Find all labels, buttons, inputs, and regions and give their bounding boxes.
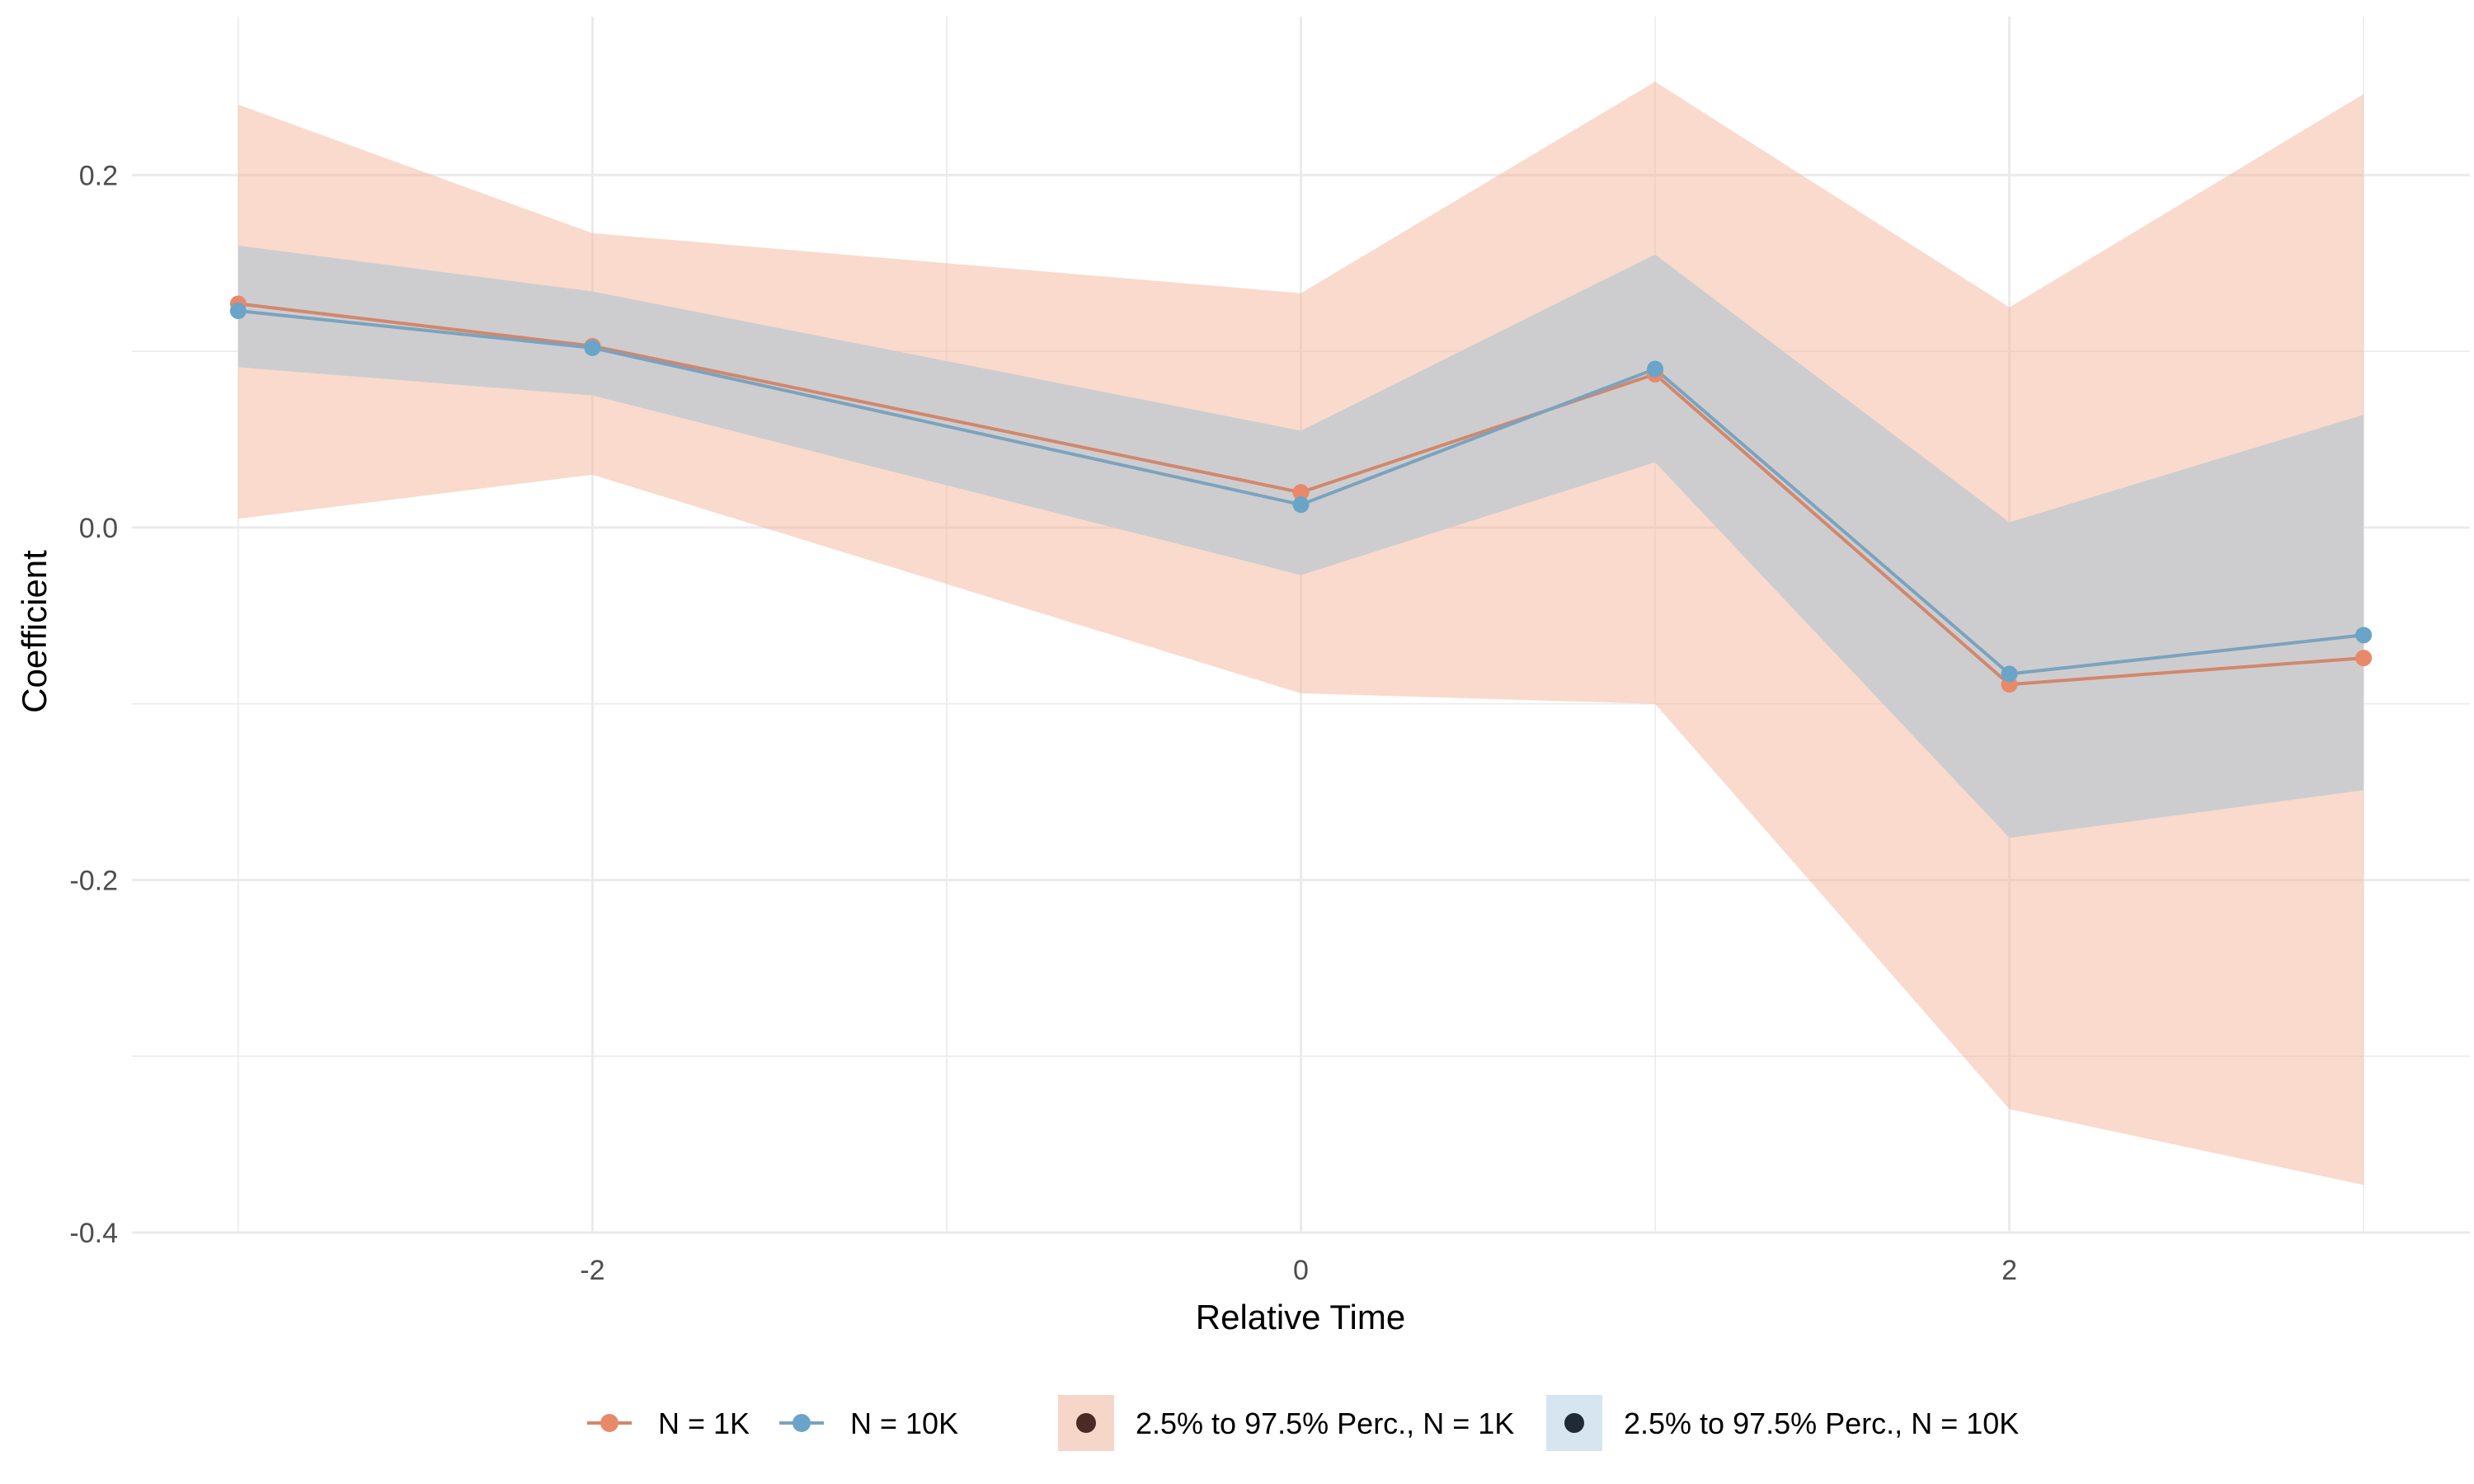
y-axis-title: Coefficient [15,550,54,713]
legend-item-n1k: N = 1K [587,1407,750,1440]
series-line-n10k [238,309,2364,676]
legend-label-n10k: N = 10K [850,1407,958,1440]
x-tick-label: 2 [2001,1255,2017,1286]
band-n10k [238,245,2364,838]
x-tick-label: -2 [580,1255,604,1286]
data-point-n10k [2355,627,2373,644]
data-point-n1k [1292,484,1310,501]
legend: N = 1K N = 10K 2.5% to 97.5% Perc., N = … [587,1395,2019,1451]
y-tick-label: -0.4 [69,1218,118,1249]
series-line-n1k [238,302,2364,687]
legend-label-band-10k: 2.5% to 97.5% Perc., N = 10K [1624,1407,2019,1440]
y-tick-label: 0.2 [79,160,118,191]
confidence-bands [238,82,2364,1186]
legend-item-band-1k: 2.5% to 97.5% Perc., N = 1K [1058,1395,1514,1451]
legend-band-dot-1k [1076,1413,1096,1433]
axis-ticks: -2 0 2 -0.4 -0.2 0.0 0.2 [69,160,2017,1286]
legend-label-band-1k: 2.5% to 97.5% Perc., N = 1K [1136,1407,1514,1440]
data-point-n10k [229,302,247,319]
y-tick-label: -0.2 [69,865,118,896]
legend-item-n10k: N = 10K [779,1407,958,1440]
data-point-n10k [1647,360,1664,378]
legend-dot-n10k [793,1414,811,1432]
data-point-n10k [1292,496,1310,514]
x-axis-title: Relative Time [1196,1298,1405,1336]
data-point-n1k [2355,650,2373,667]
series-lines [229,295,2373,693]
data-point-n10k [2001,665,2018,683]
legend-label-n1k: N = 1K [658,1407,750,1440]
data-point-n10k [584,339,601,356]
y-tick-label: 0.0 [79,513,118,544]
x-tick-label: 0 [1293,1255,1309,1286]
legend-item-band-10k: 2.5% to 97.5% Perc., N = 10K [1546,1395,2019,1451]
legend-dot-n1k [600,1414,618,1432]
legend-band-dot-10k [1564,1413,1584,1433]
